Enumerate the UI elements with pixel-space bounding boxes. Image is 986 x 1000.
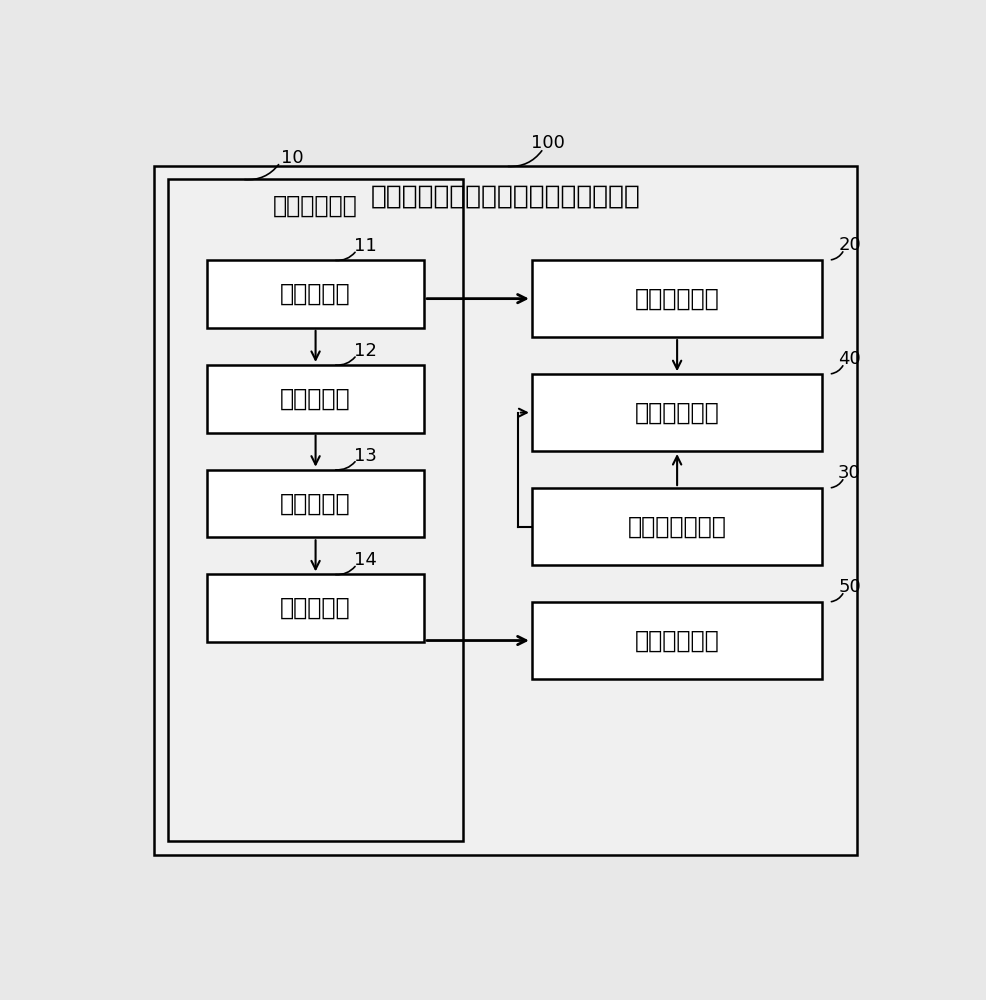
Text: 分割子模块: 分割子模块 [280,596,351,620]
Bar [169,179,462,841]
Text: 第一分割模块: 第一分割模块 [273,194,358,218]
Text: 数据修改模块: 数据修改模块 [634,287,719,311]
Bar [207,260,424,328]
Text: 10: 10 [280,149,303,167]
Text: 遍历子模块: 遍历子模块 [280,491,351,515]
Text: 20: 20 [837,236,860,254]
Text: 40: 40 [837,350,860,368]
Text: 11: 11 [354,237,377,255]
Text: 30: 30 [837,464,860,482]
Text: 13: 13 [354,447,377,465]
Bar [531,602,821,679]
Text: 第三分割模块: 第三分割模块 [634,629,719,653]
Text: 12: 12 [354,342,377,360]
Text: 第二分割模块: 第二分割模块 [634,401,719,425]
Bar [207,574,424,642]
Text: 50: 50 [837,578,860,596]
Text: 14: 14 [354,551,377,569]
Bar [531,260,821,337]
Bar [207,470,424,537]
Bar [154,166,857,855]
Bar [531,374,821,451]
Text: 100: 100 [530,134,564,152]
Text: 判断子模块: 判断子模块 [280,387,351,411]
Text: 种子点选取模块: 种子点选取模块 [627,515,726,539]
Bar [207,365,424,433]
Bar [531,488,821,565]
Text: 从腹部图像数据中自动分割骨骼的系统: 从腹部图像数据中自动分割骨骼的系统 [371,184,640,210]
Text: 检测子模块: 检测子模块 [280,282,351,306]
